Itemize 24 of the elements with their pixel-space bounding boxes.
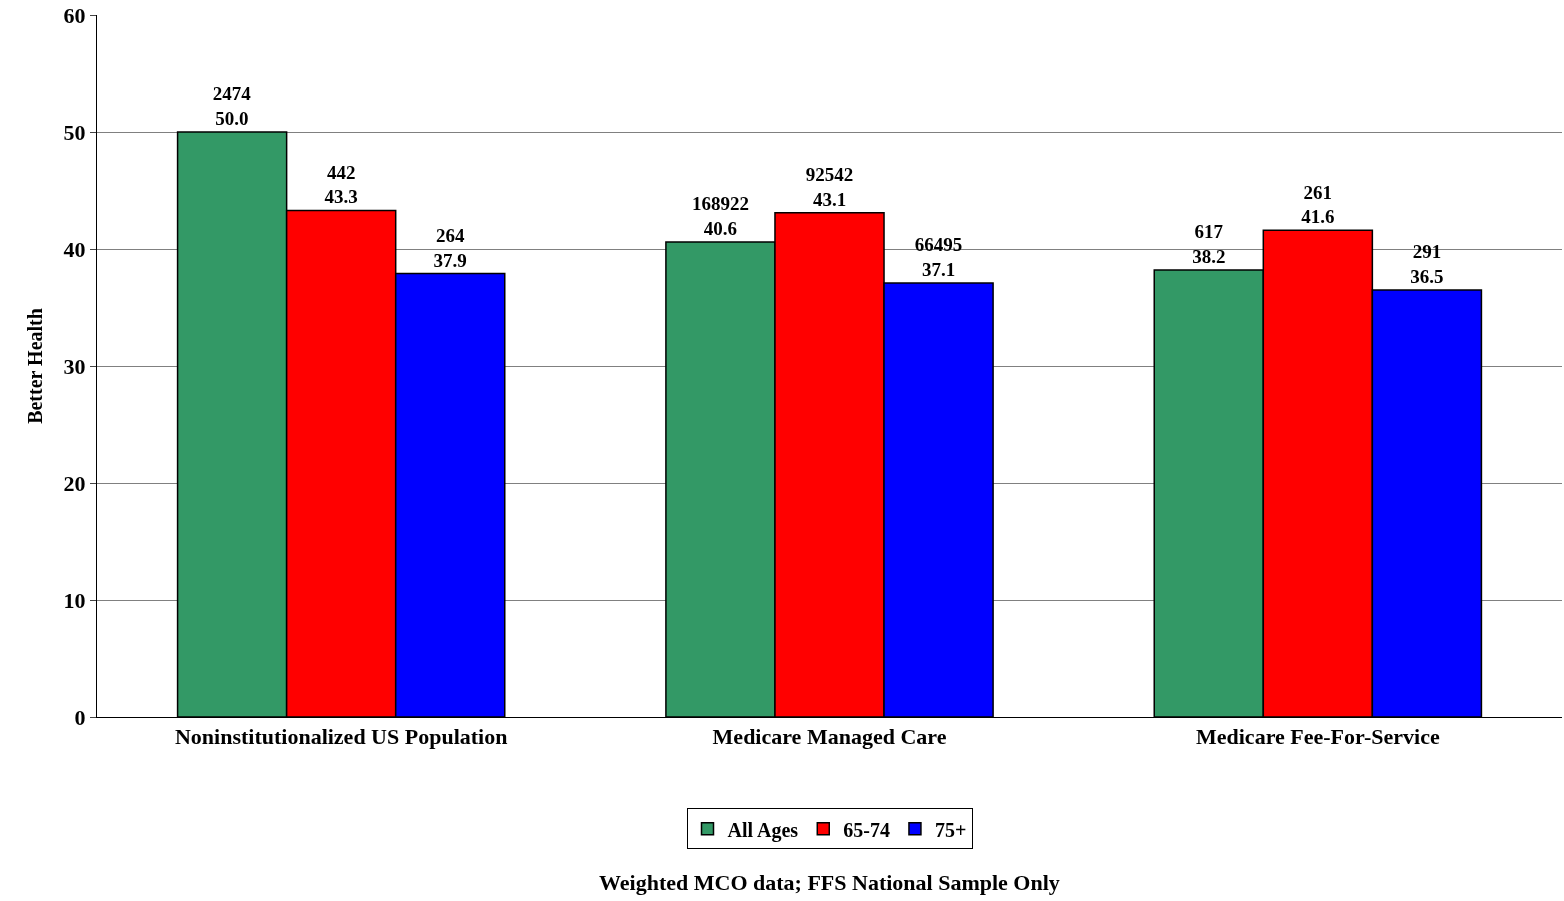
data-label: 2474 50.0 [212,83,252,129]
y-tick-label: 40 [63,236,86,262]
x-tick-label: Medicare Fee-For-Service [1195,724,1440,750]
data-label: 264 37.9 [433,224,467,271]
data-label: 168922 40.6 [691,193,749,239]
data-label: 92542 43.1 [805,164,854,210]
legend-label: All Ages [727,818,799,842]
data-label: 617 38.2 [1192,221,1226,268]
data-label: 261 41.6 [1301,181,1335,228]
y-tick-label: 60 [63,2,86,28]
y-tick-label: 30 [63,353,86,379]
data-label: 291 36.5 [1410,241,1444,287]
data-label: 442 43.3 [324,161,358,208]
legend-label: 75+ [934,818,967,841]
x-tick-label: Medicare Managed Care [712,724,947,750]
y-tick-label: 50 [63,119,86,145]
y-axis-title: Better Health [24,308,47,424]
y-tick-label: 20 [63,470,86,496]
text: Weighted MCO data; FFS National Sample Only [599,870,1060,895]
data-label: 66495 37.1 [914,234,963,280]
y-tick-label: 0 [74,704,86,730]
y-tick-label: 10 [63,587,86,613]
x-tick-label: Noninstitutionalized US Population [174,724,508,750]
legend-label: 65-74 [843,818,890,841]
